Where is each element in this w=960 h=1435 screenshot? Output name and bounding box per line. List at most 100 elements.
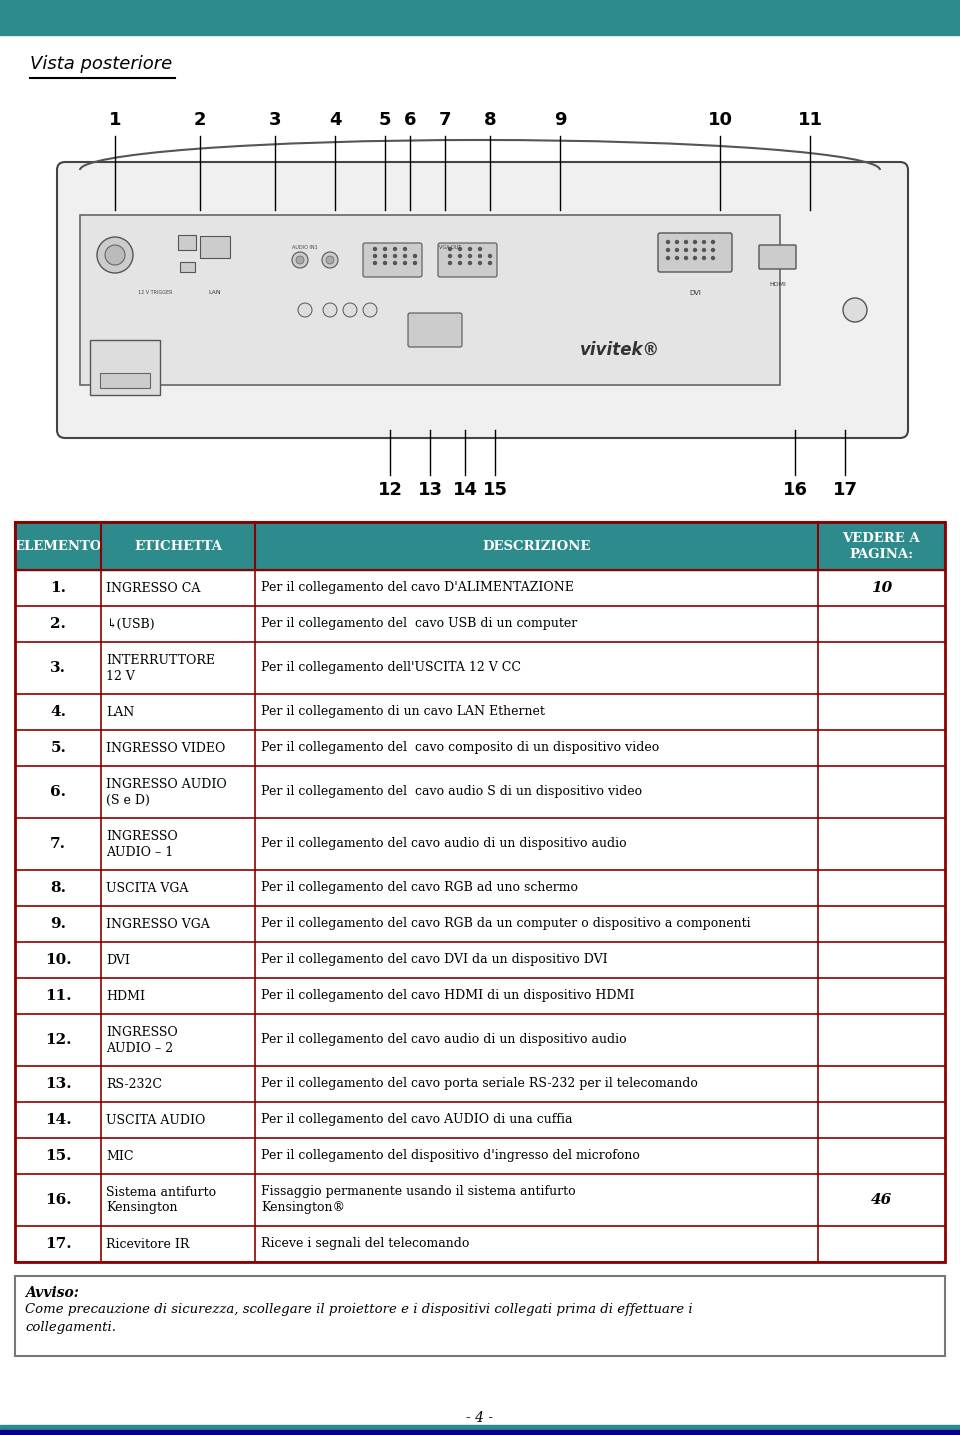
Text: 11: 11 <box>798 110 823 129</box>
Circle shape <box>414 261 417 264</box>
Bar <box>15 730 945 766</box>
Text: Vista posteriore: Vista posteriore <box>30 55 172 73</box>
Circle shape <box>459 254 462 257</box>
Text: 8.: 8. <box>50 881 66 895</box>
FancyBboxPatch shape <box>658 232 732 273</box>
Circle shape <box>414 254 417 257</box>
Text: Per il collegamento del cavo D'ALIMENTAZIONE: Per il collegamento del cavo D'ALIMENTAZ… <box>261 581 574 594</box>
Text: ↳(USB): ↳(USB) <box>107 617 156 630</box>
Text: Per il collegamento del  cavo composito di un dispositivo video: Per il collegamento del cavo composito d… <box>261 742 660 755</box>
Text: DESCRIZIONE: DESCRIZIONE <box>482 540 590 552</box>
Text: Ricevitore IR: Ricevitore IR <box>107 1237 190 1250</box>
Circle shape <box>97 237 133 273</box>
Text: 4.: 4. <box>50 705 66 719</box>
Text: 1.: 1. <box>50 581 66 596</box>
Circle shape <box>343 303 357 317</box>
Text: INGRESSO VGA: INGRESSO VGA <box>107 917 210 930</box>
Text: INTERRUTTORE
12 V: INTERRUTTORE 12 V <box>107 653 215 683</box>
Text: 4: 4 <box>328 110 341 129</box>
Bar <box>15 606 945 641</box>
Text: 17: 17 <box>832 481 857 499</box>
Text: 12 V TRIGGER: 12 V TRIGGER <box>137 290 172 296</box>
Text: Per il collegamento del cavo DVI da un dispositivo DVI: Per il collegamento del cavo DVI da un d… <box>261 953 608 967</box>
Bar <box>15 905 945 941</box>
Text: USCITA AUDIO: USCITA AUDIO <box>107 1114 205 1126</box>
Bar <box>15 522 945 1261</box>
Text: Come precauzione di sicurezza, scollegare il proiettore e i dispositivi collegat: Come precauzione di sicurezza, scollegar… <box>25 1303 692 1335</box>
Text: LAN: LAN <box>107 706 134 719</box>
Circle shape <box>711 248 714 251</box>
Text: INGRESSO
AUDIO – 1: INGRESSO AUDIO – 1 <box>107 829 179 858</box>
Text: INGRESSO VIDEO: INGRESSO VIDEO <box>107 742 226 755</box>
Circle shape <box>373 247 376 251</box>
Text: 15: 15 <box>483 481 508 499</box>
Bar <box>0 1425 960 1431</box>
Text: 12.: 12. <box>45 1033 71 1048</box>
Circle shape <box>478 254 482 257</box>
Bar <box>90 340 160 395</box>
Text: Per il collegamento del cavo audio di un dispositivo audio: Per il collegamento del cavo audio di un… <box>261 838 627 851</box>
Text: 2.: 2. <box>50 617 66 631</box>
Text: 9.: 9. <box>50 917 66 931</box>
Text: 9: 9 <box>554 110 566 129</box>
Text: VGA OUT: VGA OUT <box>439 245 461 250</box>
Bar <box>15 641 945 695</box>
Text: Per il collegamento del cavo porta seriale RS-232 per il telecomando: Per il collegamento del cavo porta seria… <box>261 1078 698 1091</box>
Text: DVI: DVI <box>689 290 701 296</box>
Circle shape <box>703 241 706 244</box>
Bar <box>0 0 960 29</box>
Text: 5: 5 <box>379 110 392 129</box>
Text: 10: 10 <box>871 581 892 596</box>
Circle shape <box>326 255 334 264</box>
Bar <box>15 1138 945 1174</box>
Text: 46: 46 <box>871 1192 892 1207</box>
Text: Per il collegamento del  cavo audio S di un dispositivo video: Per il collegamento del cavo audio S di … <box>261 785 642 798</box>
Text: HDMI: HDMI <box>770 283 786 287</box>
Circle shape <box>468 254 471 257</box>
Text: 17.: 17. <box>45 1237 72 1251</box>
Text: RS-232C: RS-232C <box>107 1078 162 1091</box>
Circle shape <box>843 298 867 321</box>
Circle shape <box>666 248 669 251</box>
Circle shape <box>489 254 492 257</box>
Circle shape <box>711 241 714 244</box>
Circle shape <box>703 248 706 251</box>
Text: 6: 6 <box>404 110 417 129</box>
Text: 13: 13 <box>418 481 443 499</box>
Text: 5.: 5. <box>50 740 66 755</box>
Text: AUDIO IN1: AUDIO IN1 <box>292 245 318 250</box>
Bar <box>15 522 945 570</box>
Bar <box>15 695 945 730</box>
Circle shape <box>296 255 304 264</box>
Bar <box>15 870 945 905</box>
Circle shape <box>403 254 406 257</box>
Text: INGRESSO CA: INGRESSO CA <box>107 581 201 594</box>
Text: MIC: MIC <box>107 1149 134 1162</box>
Bar <box>15 1276 945 1356</box>
Circle shape <box>676 241 679 244</box>
Text: ETICHETTA: ETICHETTA <box>134 540 222 552</box>
Text: vivitek®: vivitek® <box>580 342 660 359</box>
Text: Per il collegamento del cavo RGB ad uno schermo: Per il collegamento del cavo RGB ad uno … <box>261 881 578 894</box>
Bar <box>15 1015 945 1066</box>
Circle shape <box>693 257 697 260</box>
Text: Per il collegamento dell'USCITA 12 V CC: Per il collegamento dell'USCITA 12 V CC <box>261 662 521 674</box>
Text: Per il collegamento del cavo audio di un dispositivo audio: Per il collegamento del cavo audio di un… <box>261 1033 627 1046</box>
Circle shape <box>478 261 482 264</box>
Text: 6.: 6. <box>50 785 66 799</box>
FancyBboxPatch shape <box>759 245 796 268</box>
Circle shape <box>684 241 687 244</box>
Text: Avviso:: Avviso: <box>25 1286 79 1300</box>
Text: Per il collegamento del dispositivo d'ingresso del microfono: Per il collegamento del dispositivo d'in… <box>261 1149 639 1162</box>
Text: ELEMENTO: ELEMENTO <box>14 540 102 552</box>
Text: Fissaggio permanente usando il sistema antifurto
Kensington®: Fissaggio permanente usando il sistema a… <box>261 1185 576 1214</box>
Bar <box>15 979 945 1015</box>
Text: VEDERE A
PAGINA:: VEDERE A PAGINA: <box>843 531 920 561</box>
Bar <box>15 570 945 606</box>
Text: HDMI: HDMI <box>107 990 146 1003</box>
Text: LAN: LAN <box>208 290 222 296</box>
Bar <box>15 818 945 870</box>
Text: 14: 14 <box>452 481 477 499</box>
Text: 16.: 16. <box>45 1192 72 1207</box>
Circle shape <box>394 247 396 251</box>
